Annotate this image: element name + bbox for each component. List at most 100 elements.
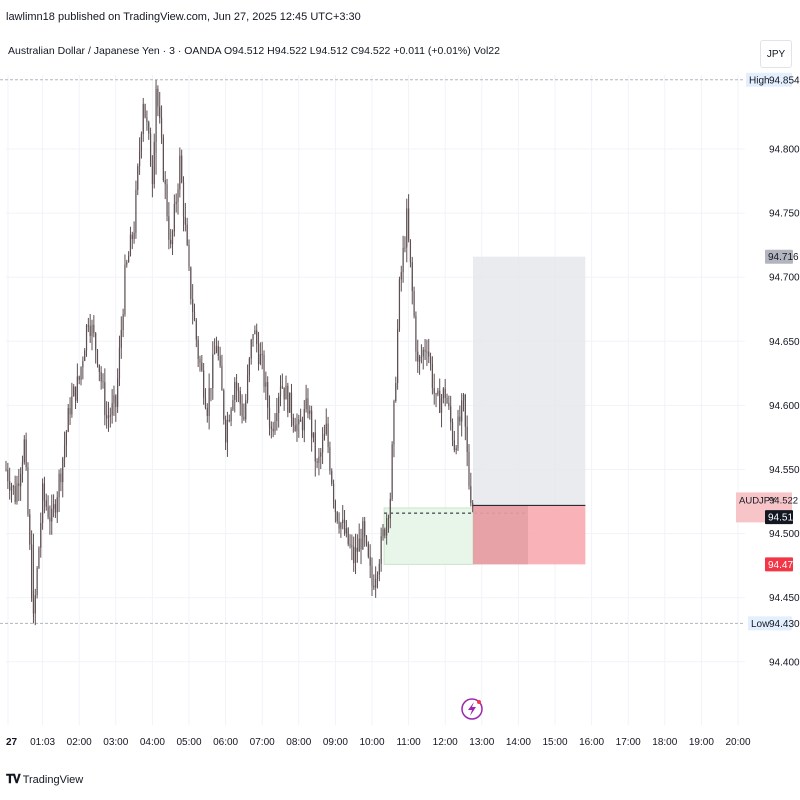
entry-price-badge-bg [765,510,793,525]
candle-body [309,410,311,414]
stop-price-badge-bg [765,557,793,572]
candle-body [96,350,99,365]
candle-body [336,512,338,522]
candle-body [241,403,243,417]
candle-body [140,133,143,152]
candle-body [248,358,250,376]
entry-price-badge: 94.516 [768,513,799,524]
candle-body [446,397,448,404]
candle-body [257,343,260,364]
candle-body [62,458,64,483]
candle-body [18,483,20,487]
tradingview-logo[interactable]: 𝐓𝐕 TradingView [6,772,83,787]
candle-body [63,444,66,459]
high-label-bg [746,72,766,87]
candle-body [5,469,7,471]
lightning-icon-bolt [468,702,476,716]
candle-body [197,339,199,360]
candle-body [144,104,146,118]
candle-body [246,375,249,401]
candle-body [296,424,298,432]
candle-body [321,440,324,453]
candle-body [78,376,80,380]
candle-body [170,239,172,245]
candle-body [404,247,406,249]
candle-body [10,487,13,491]
candle-body [109,415,111,417]
candle-body [367,543,369,557]
candle-body [235,382,238,389]
candle-body [292,417,294,426]
candle-body [133,232,135,240]
candle-body [31,544,33,599]
candle-body [85,325,88,351]
candle-body [193,311,196,321]
candle-body [274,421,276,432]
candle-body [87,325,89,327]
candle-body [428,351,430,357]
candle-body [340,523,342,529]
currency-selector[interactable]: JPY [760,40,792,68]
candle-body [118,347,121,379]
candle-body [371,565,373,586]
high-value-badge-bg [766,72,792,87]
candle-body [34,595,36,614]
symbol-name[interactable]: Australian Dollar / Japanese Yen · 3 · O… [8,45,222,57]
candle-body [393,400,395,445]
candle-body [203,370,205,398]
candle-body [117,378,119,407]
candle-body [179,155,181,190]
y-tick-label: 94.800 [769,145,800,156]
candle-body [442,388,444,399]
candle-body [413,291,415,317]
candle-body [424,349,426,352]
candle-body [142,104,144,134]
candle-body [21,462,24,475]
candle-body [104,382,106,416]
candle-body [212,354,214,389]
candle-body [47,506,49,518]
x-tick-label: 15:00 [542,737,567,748]
candle-body [267,382,269,408]
candle-body [320,452,322,457]
volume-value: Vol22 [473,45,500,57]
x-tick-label: 07:00 [250,737,275,748]
candle-body [9,481,11,491]
candle-body [173,203,175,232]
candle-body [14,485,16,502]
candle-body [316,461,318,463]
candle-body [305,398,307,410]
candle-body [237,388,240,391]
candle-body [113,395,115,404]
candle-body [217,346,219,356]
candle-body [100,371,102,382]
candle-body [395,383,397,401]
candle-body [60,473,62,483]
x-tick-label: 27 [6,737,18,748]
candle-body [406,208,408,248]
candle-body [429,356,432,364]
candle-body [151,166,153,185]
candle-body [228,419,230,422]
candle-body [285,385,287,400]
candle-body [369,556,371,566]
candle-body [102,381,104,383]
candle-body [43,483,46,501]
candle-body [16,483,18,502]
candle-body [389,498,391,519]
candle-body [192,299,194,312]
candle-body [466,426,468,453]
candle-body [206,407,208,416]
target-price-badge-bg [765,249,793,264]
candle-body [384,529,386,536]
target-zone[interactable] [473,256,586,506]
candle-body [408,208,410,240]
candle-body [42,483,44,524]
candle-body [472,503,474,508]
candle-body [256,330,258,344]
tradingview-brand-text: TradingView [22,773,84,786]
low-value-badge-bg [766,616,792,631]
x-tick-label: 05:00 [176,737,201,748]
candle-body [157,88,159,107]
